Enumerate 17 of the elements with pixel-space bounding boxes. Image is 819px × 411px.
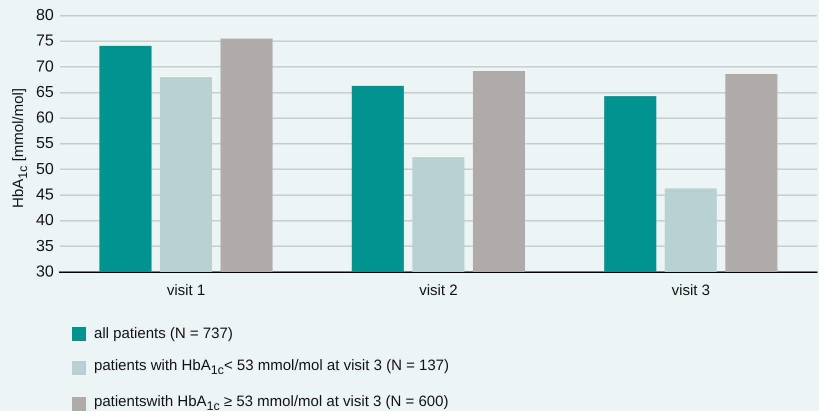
- y-tick-label: 70: [36, 58, 54, 76]
- y-tick-label: 50: [36, 160, 54, 178]
- legend-label: patientswith HbA$_{1c}$ ≥ 53 mmol/mol at visit 3 (N = 600): [94, 392, 448, 411]
- x-tick-label: visit 2: [419, 282, 458, 300]
- legend-label: patients with HbA$_{1c}$< 53 mmol/mol at visit 3 (N = 137): [94, 356, 450, 379]
- legend-label: all patients (N = 737): [94, 324, 233, 344]
- y-tick-label: 40: [36, 212, 54, 230]
- y-tick-label: 35: [36, 238, 54, 255]
- y-tick-label: 75: [36, 32, 54, 50]
- y-tick-label: 30: [36, 263, 54, 280]
- x-tick-label: visit 3: [672, 282, 710, 300]
- y-tick-label: 80: [36, 7, 54, 24]
- y-tick-label: 60: [36, 110, 54, 127]
- y-tick-label: 55: [36, 135, 54, 152]
- y-tick-label: 65: [36, 84, 54, 101]
- x-tick-label: visit 1: [166, 282, 206, 300]
- y-tick-label: 45: [36, 186, 54, 204]
